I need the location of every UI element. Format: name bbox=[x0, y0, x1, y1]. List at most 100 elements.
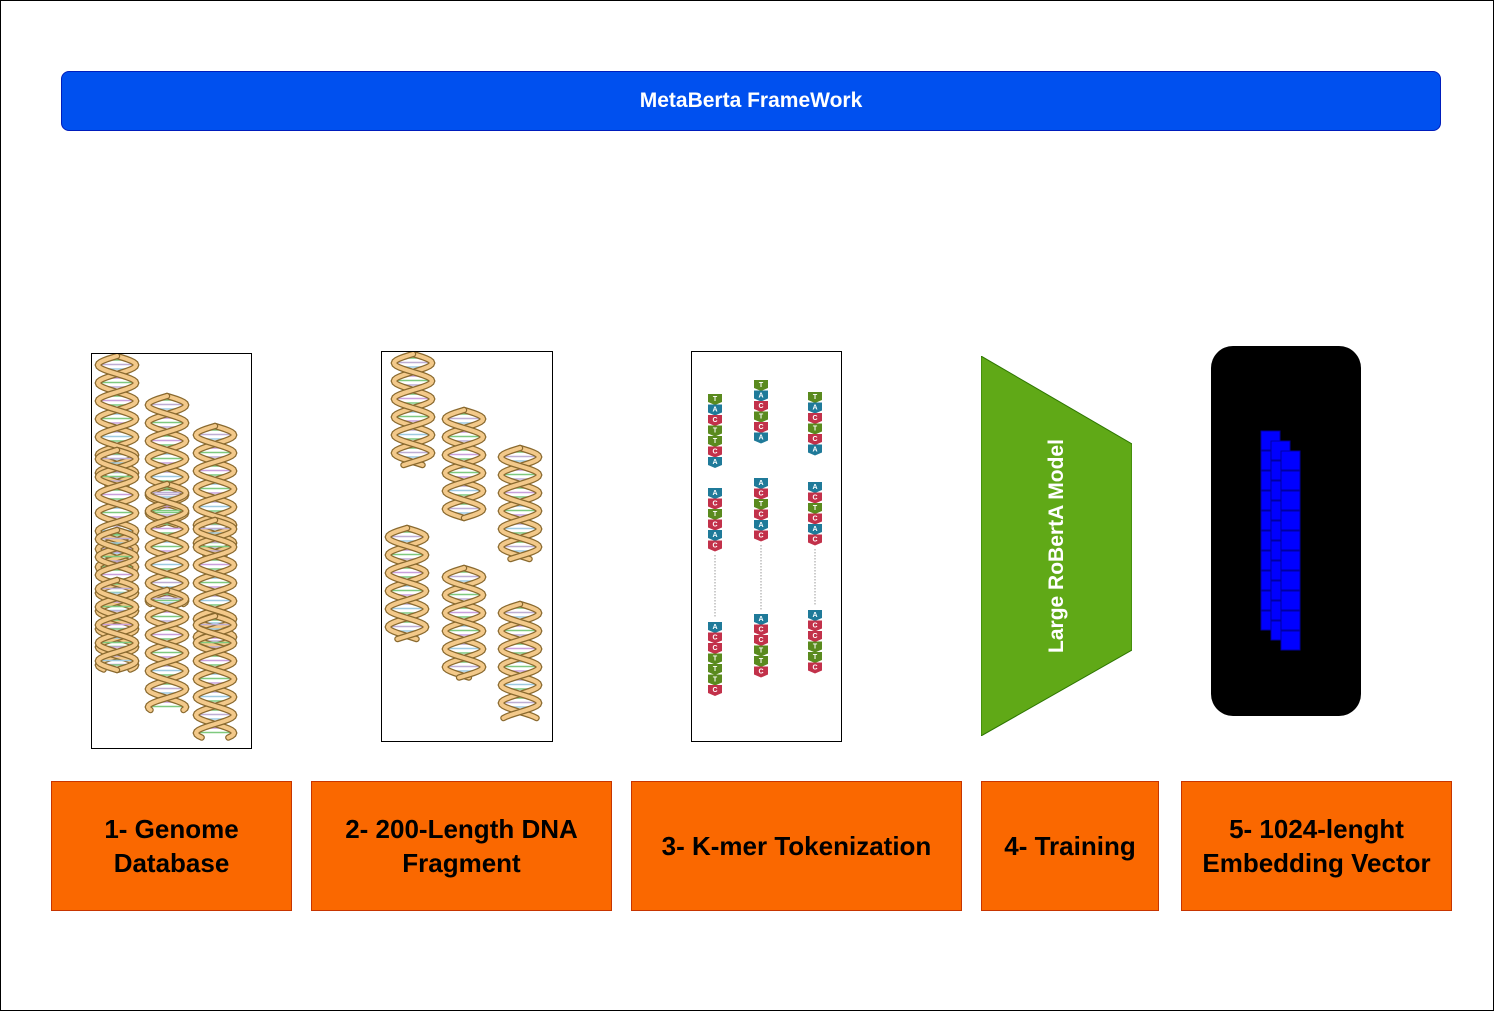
kmer-token: A bbox=[708, 622, 722, 633]
kmer-token: C bbox=[808, 434, 822, 445]
svg-text:T: T bbox=[713, 677, 718, 684]
kmer-token: C bbox=[808, 620, 822, 632]
svg-text:T: T bbox=[713, 511, 718, 518]
kmer-token: A bbox=[708, 488, 722, 499]
svg-text:C: C bbox=[712, 635, 717, 642]
kmer-token: C bbox=[808, 413, 822, 424]
embedding-cell bbox=[1280, 510, 1301, 531]
kmer-token: A bbox=[754, 614, 768, 625]
roberta-model-shape bbox=[981, 356, 1132, 736]
dna-helix-icon bbox=[144, 480, 190, 608]
svg-text:T: T bbox=[759, 501, 764, 508]
kmer-token: T bbox=[708, 394, 722, 405]
svg-text:T: T bbox=[713, 656, 718, 663]
kmer-token: C bbox=[808, 513, 822, 525]
svg-text:C: C bbox=[812, 436, 817, 443]
genome-database-illustration bbox=[94, 354, 238, 741]
svg-text:C: C bbox=[812, 665, 817, 672]
roberta-model-label: Large RoBertA Model bbox=[1045, 439, 1068, 653]
embedding-cell bbox=[1280, 450, 1301, 471]
kmer-token: T bbox=[754, 380, 768, 391]
svg-text:A: A bbox=[712, 624, 717, 631]
svg-text:C: C bbox=[712, 417, 717, 424]
kmer-token: C bbox=[708, 632, 722, 644]
dna-helix-icon bbox=[384, 524, 430, 643]
dna-fragment-panel bbox=[381, 351, 553, 742]
embedding-cell bbox=[1280, 490, 1301, 511]
step-kmer-tokenization: 3- K-mer Tokenization bbox=[631, 781, 962, 911]
kmer-token: T bbox=[808, 503, 822, 514]
kmer-token: T bbox=[708, 425, 722, 437]
dna-helix-icon bbox=[441, 564, 487, 681]
kmer-token: C bbox=[754, 666, 768, 678]
svg-text:T: T bbox=[713, 396, 718, 403]
kmer-token: C bbox=[708, 643, 722, 654]
embedding-cell bbox=[1280, 550, 1301, 571]
step-embedding-vector: 5- 1024-lenght Embedding Vector bbox=[1181, 781, 1452, 911]
kmer-token: T bbox=[808, 641, 822, 653]
svg-text:A: A bbox=[758, 480, 763, 487]
kmer-token: A bbox=[708, 530, 722, 541]
svg-text:C: C bbox=[712, 501, 717, 508]
svg-text:T: T bbox=[713, 438, 718, 445]
svg-text:C: C bbox=[758, 424, 763, 431]
svg-text:T: T bbox=[813, 394, 818, 401]
kmer-token-illustration: TACTTCAACTCACACCTTTCTACTCAACTCACACCTTCTA… bbox=[708, 380, 822, 696]
kmer-token: A bbox=[754, 520, 768, 531]
kmer-token: A bbox=[708, 457, 722, 468]
svg-text:A: A bbox=[712, 459, 717, 466]
svg-text:A: A bbox=[812, 405, 817, 412]
svg-text:C: C bbox=[758, 669, 763, 676]
dna-helix-icon bbox=[192, 612, 238, 741]
kmer-token: C bbox=[754, 488, 768, 500]
kmer-token: T bbox=[808, 423, 822, 435]
dna-helix-icon bbox=[441, 406, 487, 522]
kmer-token: C bbox=[808, 492, 822, 504]
svg-text:C: C bbox=[812, 495, 817, 502]
svg-text:T: T bbox=[813, 654, 818, 661]
embedding-cell bbox=[1280, 610, 1301, 631]
svg-text:C: C bbox=[712, 645, 717, 652]
embedding-cell bbox=[1280, 570, 1301, 591]
svg-text:C: C bbox=[812, 537, 817, 544]
svg-text:T: T bbox=[759, 658, 764, 665]
svg-text:T: T bbox=[759, 648, 764, 655]
kmer-token: A bbox=[754, 432, 768, 444]
svg-text:A: A bbox=[758, 616, 763, 623]
svg-text:C: C bbox=[758, 491, 763, 498]
dna-helix-icon bbox=[94, 576, 140, 674]
svg-text:T: T bbox=[759, 414, 764, 421]
kmer-token: C bbox=[754, 422, 768, 433]
kmer-token: C bbox=[754, 509, 768, 521]
kmer-token: T bbox=[708, 653, 722, 665]
step-dna-fragment: 2- 200-Length DNA Fragment bbox=[311, 781, 612, 911]
embedding-cell bbox=[1280, 590, 1301, 611]
embedding-cell bbox=[1280, 530, 1301, 551]
svg-text:T: T bbox=[813, 644, 818, 651]
svg-text:C: C bbox=[712, 543, 717, 550]
kmer-token: A bbox=[754, 478, 768, 489]
kmer-token: T bbox=[754, 645, 768, 657]
kmer-token: T bbox=[708, 674, 722, 686]
svg-text:A: A bbox=[712, 407, 717, 414]
kmer-token: T bbox=[708, 664, 722, 675]
kmer-token: C bbox=[708, 519, 722, 531]
svg-text:A: A bbox=[758, 522, 763, 529]
dna-helix-icon bbox=[497, 600, 543, 722]
embedding-vector-panel bbox=[1211, 346, 1361, 716]
svg-text:C: C bbox=[712, 522, 717, 529]
kmer-token: T bbox=[808, 652, 822, 663]
svg-text:C: C bbox=[758, 637, 763, 644]
kmer-token: C bbox=[708, 498, 722, 510]
kmer-token: C bbox=[808, 631, 822, 642]
svg-text:T: T bbox=[713, 666, 718, 673]
kmer-token: A bbox=[754, 390, 768, 402]
kmer-token: C bbox=[754, 624, 768, 636]
kmer-token: A bbox=[808, 444, 822, 456]
framework-title: MetaBerta FrameWork bbox=[61, 71, 1441, 131]
kmer-token: C bbox=[754, 401, 768, 412]
svg-text:A: A bbox=[812, 526, 817, 533]
kmer-token: T bbox=[754, 411, 768, 423]
